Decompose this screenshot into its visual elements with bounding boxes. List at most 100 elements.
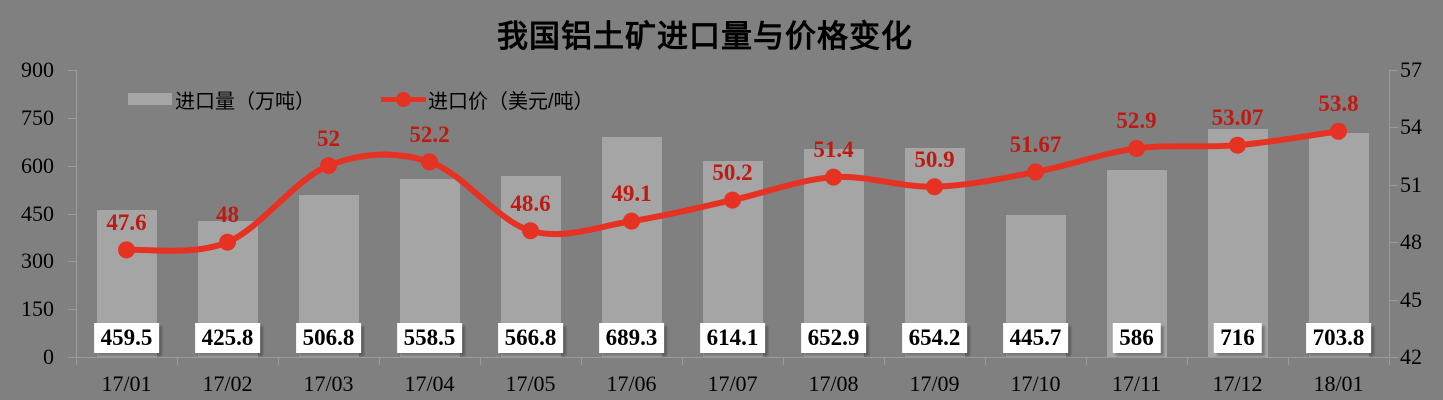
price-marker (1229, 136, 1246, 154)
left-axis-tick-label: 0 (43, 344, 54, 369)
bar-value-label: 459.5 (93, 323, 160, 353)
price-marker (320, 157, 337, 175)
right-axis-tick-label: 51 (1400, 171, 1422, 197)
bar-value-label: 558.5 (396, 323, 463, 353)
right-axis-line (1389, 70, 1390, 357)
bar-swatch-icon (128, 93, 172, 105)
right-axis-tick (1390, 184, 1398, 186)
bar (1308, 132, 1369, 357)
price-value-label: 47.6 (106, 209, 147, 235)
bar-value-label: 614.1 (699, 323, 766, 353)
price-value-label: 52 (317, 125, 340, 151)
bar-value-label: 566.8 (497, 323, 564, 353)
x-axis-label: 17/07 (707, 371, 758, 396)
bar-value-label: 654.2 (901, 323, 968, 353)
bar-value-label: 425.8 (194, 323, 261, 353)
right-axis-tick (1390, 242, 1398, 244)
x-axis-label: 17/02 (202, 371, 253, 396)
x-axis-label: 17/12 (1212, 371, 1263, 396)
left-axis-tick-label: 750 (21, 104, 54, 130)
x-axis-label: 17/08 (808, 371, 859, 396)
right-axis-tick-label: 54 (1400, 114, 1422, 140)
x-axis-label: 17/03 (303, 371, 354, 396)
price-value-label: 48.6 (510, 190, 551, 216)
x-axis-tick (1086, 358, 1087, 365)
x-axis-label: 17/09 (909, 371, 960, 396)
right-axis-tick-label: 57 (1400, 57, 1422, 82)
x-axis-label: 17/05 (505, 371, 556, 396)
price-marker (522, 222, 539, 240)
price-marker (219, 233, 236, 251)
left-axis-tick-label: 300 (21, 248, 54, 274)
x-axis-tick (278, 358, 279, 365)
right-axis-tick (1390, 299, 1398, 301)
x-axis-tick (1187, 358, 1188, 365)
bar-value-label: 689.3 (598, 323, 665, 353)
left-axis-tick (68, 117, 76, 119)
price-value-label: 50.9 (914, 146, 955, 172)
right-axis-tick-label: 42 (1400, 344, 1422, 369)
bar-value-label: 586 (1112, 323, 1161, 353)
price-value-label: 51.4 (813, 137, 854, 163)
legend-item-price: 进口价（美元/吨） (381, 88, 594, 113)
price-value-label: 48 (216, 202, 239, 228)
bar-value-label: 716 (1213, 323, 1262, 353)
price-marker (724, 191, 741, 209)
left-axis-tick-label: 900 (21, 57, 54, 82)
left-axis-tick (68, 309, 76, 311)
left-axis-line (76, 70, 77, 357)
x-axis-tick (682, 358, 683, 365)
legend-volume-label: 进口量（万吨） (175, 90, 315, 113)
price-marker (623, 212, 640, 230)
left-axis-tick-label: 450 (21, 200, 54, 226)
price-value-label: 52.9 (1116, 108, 1157, 134)
price-value-label: 52.2 (409, 121, 450, 147)
price-marker (926, 178, 943, 196)
x-axis-tick (985, 358, 986, 365)
x-axis-label: 17/10 (1010, 371, 1061, 396)
left-axis-tick (68, 357, 76, 358)
x-axis-tick (76, 358, 77, 365)
x-axis-line (76, 357, 1389, 358)
x-axis-label: 17/04 (404, 371, 455, 396)
right-axis-tick (1390, 357, 1398, 358)
price-value-label: 53.07 (1211, 105, 1264, 131)
left-axis-tick-label: 600 (21, 152, 54, 178)
x-axis-tick (1288, 358, 1289, 365)
x-axis-label: 17/06 (606, 371, 657, 396)
legend-item-volume: 进口量（万吨） (128, 88, 315, 113)
x-axis-tick (1389, 358, 1390, 365)
bar-value-label: 506.8 (295, 323, 362, 353)
left-axis-tick-label: 150 (21, 296, 54, 322)
x-axis-label: 17/01 (101, 371, 152, 396)
price-marker (421, 153, 438, 171)
right-axis-tick (1390, 70, 1398, 71)
x-axis-tick (884, 358, 885, 365)
left-axis-tick (68, 70, 76, 71)
bar-value-label: 652.9 (800, 323, 867, 353)
x-axis-label: 17/11 (1111, 371, 1162, 396)
right-axis-tick-label: 45 (1400, 286, 1422, 312)
bar-value-label: 445.7 (1002, 323, 1069, 353)
left-axis-tick (68, 213, 76, 215)
bar-value-label: 703.8 (1305, 323, 1372, 353)
price-marker (118, 241, 135, 259)
price-value-label: 49.1 (611, 181, 652, 207)
price-value-label: 50.2 (712, 160, 753, 186)
x-axis-label: 18/01 (1313, 371, 1364, 396)
x-axis-tick (177, 358, 178, 365)
price-marker (1027, 163, 1044, 181)
chart-title: 我国铝土矿进口量与价格变化 (497, 19, 913, 54)
price-value-label: 51.67 (1009, 131, 1062, 157)
line-marker-swatch-icon (381, 88, 426, 110)
price-marker (1330, 122, 1347, 140)
left-axis-tick (68, 261, 76, 263)
x-axis-tick (783, 358, 784, 365)
x-axis-tick (379, 358, 380, 365)
bar (1207, 128, 1268, 357)
price-value-label: 53.8 (1318, 91, 1359, 117)
legend-price-label: 进口价（美元/吨） (428, 90, 594, 113)
left-axis-tick (68, 165, 76, 167)
